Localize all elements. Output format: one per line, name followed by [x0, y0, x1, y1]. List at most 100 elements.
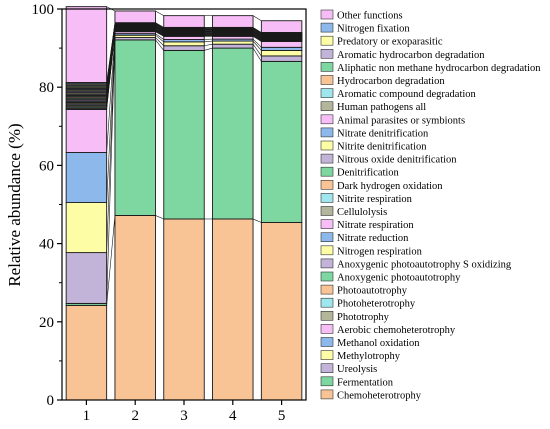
connector-line — [252, 31, 262, 38]
legend-label: Photoautotrophy — [337, 286, 408, 297]
legend-swatch — [320, 271, 334, 282]
bar-segment-5-6 — [260, 41, 303, 48]
legend-swatch — [320, 310, 334, 321]
legend-label: Nitrous oxide denitrification — [337, 155, 457, 166]
legend-swatch — [320, 258, 334, 269]
legend-swatch — [320, 180, 334, 190]
bar-segment-1-5 — [65, 152, 108, 203]
legend-swatch — [320, 48, 334, 59]
legend-swatch — [320, 127, 334, 138]
bar-segment-1-30 — [65, 6, 108, 83]
legend-label: Aromatic compound degradation — [337, 89, 477, 100]
connector-line — [155, 27, 164, 33]
bar-segment-4-30 — [212, 15, 254, 28]
connector-line — [155, 30, 164, 36]
connector-line — [252, 32, 262, 39]
legend-label: Nitrate reduction — [337, 233, 409, 244]
connector-line — [252, 32, 262, 39]
connector-line — [252, 33, 262, 39]
legend-label: Denitrification — [337, 168, 400, 179]
bar-segment-5-2 — [260, 60, 303, 223]
connector-line — [252, 218, 262, 223]
connector-line — [252, 29, 262, 36]
y-tick-label: 60 — [39, 158, 54, 174]
connector-line — [204, 40, 213, 43]
connector-line — [252, 31, 262, 37]
connector-line — [252, 15, 262, 21]
legend-swatch — [320, 363, 334, 374]
y-tick-label: 40 — [39, 237, 54, 253]
legend-label: Nitrogen fixation — [337, 24, 410, 35]
legend-label: Aromatic hydrocarbon degradation — [337, 50, 485, 61]
bar-segment-4-2 — [212, 47, 254, 220]
connector-line — [155, 28, 164, 34]
connector-line — [252, 30, 262, 36]
connector-line — [155, 22, 164, 29]
legend-swatch — [320, 376, 334, 387]
bar-segment-5-3 — [260, 55, 303, 62]
connector-line — [252, 29, 262, 36]
bar-segment-5-5 — [260, 46, 303, 51]
connector-line — [204, 43, 213, 47]
connector-line — [155, 23, 164, 30]
connector-line — [155, 24, 164, 30]
connector-line — [155, 27, 164, 34]
legend-swatch — [320, 232, 334, 242]
legend-label: Human pathogens all — [337, 102, 426, 113]
legend-label: Nitrate respiration — [337, 220, 414, 231]
connector-line — [155, 39, 164, 51]
bar-segment-3-3 — [163, 45, 205, 51]
legend-label: Other functions — [337, 11, 403, 22]
plot-area — [61, 6, 307, 401]
x-tick-label: 4 — [229, 408, 237, 424]
legend-swatch — [320, 62, 334, 72]
connector-line — [155, 24, 164, 30]
legend-label: Ureolysis — [337, 364, 377, 375]
connector-line — [106, 39, 116, 304]
connector-line — [155, 23, 164, 29]
connector-line — [155, 31, 164, 37]
connector-line — [155, 25, 164, 32]
bar-segment-4-1 — [212, 218, 254, 401]
legend-swatch — [320, 22, 334, 33]
x-tick-label: 2 — [131, 408, 139, 424]
bar-segment-3-1 — [163, 218, 205, 401]
connector-line — [106, 33, 116, 153]
legend-label: Anoxygenic photoautotrophy — [337, 273, 461, 284]
connector-line — [106, 22, 116, 83]
connector-line — [252, 47, 262, 62]
legend-swatch — [320, 337, 334, 347]
connector-line — [155, 37, 164, 46]
legend-swatch — [320, 75, 334, 85]
bar-segment-4-3 — [212, 43, 254, 49]
bar-segment-4-4 — [212, 40, 254, 45]
legend-label: Predatory or exoparasitic — [337, 37, 443, 48]
bar-segment-5-1 — [260, 222, 303, 401]
connector-line — [252, 34, 262, 41]
bar-segment-1-4 — [65, 202, 108, 254]
x-tick-label: 5 — [278, 408, 286, 424]
connector-line — [155, 27, 164, 33]
legend-label: Anoxygenic photoautotrophy S oxidizing — [337, 259, 512, 270]
connector-line — [252, 34, 262, 41]
bar-segment-5-30 — [260, 20, 303, 33]
connector-line — [252, 34, 262, 40]
legend-swatch — [320, 88, 334, 98]
legend-label: Aliphatic non methane hydrocarbon degrad… — [337, 63, 541, 74]
y-tick-label: 0 — [47, 393, 55, 409]
connector-line — [155, 22, 164, 28]
connector-line — [106, 35, 116, 203]
y-tick-label: 100 — [32, 2, 55, 18]
legend-swatch — [320, 101, 334, 111]
x-tick-label: 3 — [180, 408, 188, 424]
bar-segment-3-6 — [163, 35, 205, 40]
connector-line — [155, 33, 164, 40]
connector-line — [106, 37, 116, 253]
legend: Other functions Nitrogen fixation Predator… — [320, 9, 541, 401]
legend-swatch — [320, 140, 334, 151]
connector-line — [252, 38, 262, 48]
connector-line — [252, 31, 262, 38]
connector-line — [252, 32, 262, 38]
legend-label: Animal parasites or symbionts — [337, 115, 465, 126]
